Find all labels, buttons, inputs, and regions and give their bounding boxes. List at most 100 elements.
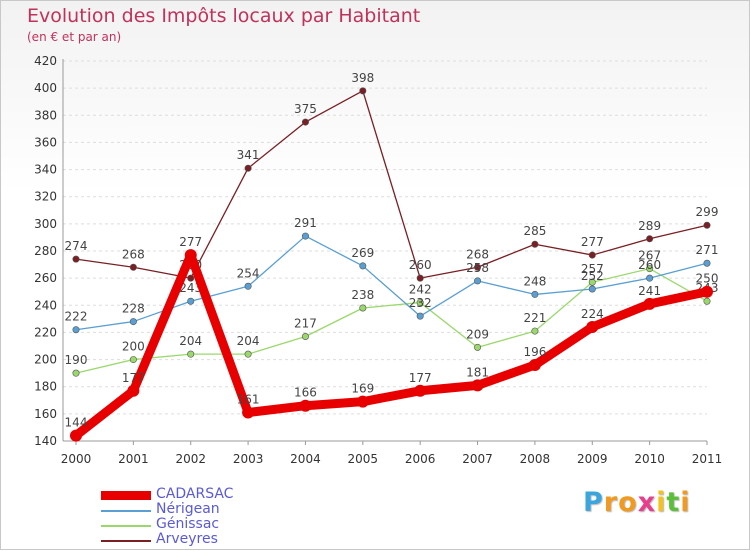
x-tick-label: 2001 xyxy=(118,452,149,466)
data-label-nerigean: 228 xyxy=(122,302,145,316)
data-point-nerigean xyxy=(531,290,539,298)
data-label-nerigean: 222 xyxy=(65,310,88,324)
data-point-cadarsac xyxy=(643,297,656,310)
data-point-cadarsac xyxy=(184,249,197,262)
data-point-nerigean xyxy=(187,297,195,305)
y-tick-label: 280 xyxy=(34,244,57,258)
data-point-genissac xyxy=(588,278,596,286)
data-label-genissac: 257 xyxy=(581,262,604,276)
data-label-cadarsac: 169 xyxy=(351,382,374,396)
data-point-cadarsac xyxy=(414,384,427,397)
data-point-genissac xyxy=(72,369,80,377)
series-line-genissac xyxy=(75,267,708,374)
data-point-arveyres xyxy=(416,274,424,282)
data-label-arveyres: 274 xyxy=(65,239,88,253)
y-tick-label: 320 xyxy=(34,190,57,204)
legend-swatch-genissac xyxy=(101,525,151,527)
data-label-genissac: 217 xyxy=(294,317,317,331)
data-point-arveyres xyxy=(474,263,482,271)
data-point-nerigean xyxy=(129,318,137,326)
data-point-cadarsac xyxy=(471,379,484,392)
legend-swatch-cadarsac xyxy=(101,491,151,500)
logo-letter: o xyxy=(618,487,638,518)
data-point-genissac xyxy=(129,356,137,364)
data-point-genissac xyxy=(301,332,309,340)
y-tick-label: 340 xyxy=(34,163,57,177)
legend-swatch-nerigean xyxy=(101,510,151,512)
data-point-genissac xyxy=(646,265,654,273)
x-tick-label: 2000 xyxy=(61,452,92,466)
data-label-nerigean: 254 xyxy=(237,266,260,280)
y-tick-label: 180 xyxy=(34,380,57,394)
data-point-arveyres xyxy=(646,235,654,243)
y-tick-label: 160 xyxy=(34,407,57,421)
data-point-nerigean xyxy=(474,277,482,285)
data-label-cadarsac: 177 xyxy=(122,371,145,385)
data-label-arveyres: 277 xyxy=(581,235,604,249)
data-point-nerigean xyxy=(703,259,711,267)
data-label-cadarsac: 250 xyxy=(696,272,719,286)
x-tick-label: 2003 xyxy=(233,452,264,466)
data-label-cadarsac: 177 xyxy=(409,371,432,385)
data-label-arveyres: 268 xyxy=(122,247,145,261)
data-label-genissac: 204 xyxy=(237,334,260,348)
data-label-cadarsac: 181 xyxy=(466,365,489,379)
data-point-arveyres xyxy=(244,164,252,172)
data-point-nerigean xyxy=(244,282,252,290)
data-label-genissac: 242 xyxy=(409,283,432,297)
data-point-arveyres xyxy=(703,221,711,229)
data-label-arveyres: 341 xyxy=(237,148,260,162)
data-point-cadarsac xyxy=(242,406,255,419)
data-label-genissac: 209 xyxy=(466,327,489,341)
data-point-arveyres xyxy=(72,255,80,263)
data-point-genissac xyxy=(187,350,195,358)
data-point-cadarsac xyxy=(701,285,713,298)
data-label-nerigean: 269 xyxy=(351,246,374,260)
y-tick-label: 220 xyxy=(34,325,57,339)
x-tick-label: 2009 xyxy=(577,452,608,466)
data-point-cadarsac xyxy=(356,395,369,408)
y-tick-label: 300 xyxy=(34,217,57,231)
y-tick-label: 240 xyxy=(34,298,57,312)
y-tick-label: 140 xyxy=(34,434,57,448)
data-label-cadarsac: 144 xyxy=(65,416,88,430)
x-tick-label: 2004 xyxy=(290,452,321,466)
data-label-cadarsac: 161 xyxy=(237,393,260,407)
data-point-cadarsac xyxy=(299,399,312,412)
series-line-nerigean xyxy=(75,235,708,331)
logo-letter: i xyxy=(656,487,667,518)
x-tick-label: 2005 xyxy=(348,452,379,466)
data-label-genissac: 190 xyxy=(65,353,88,367)
legend-label-nerigean: Nérigean xyxy=(156,501,220,517)
x-tick-label: 2007 xyxy=(462,452,493,466)
data-point-arveyres xyxy=(187,274,195,282)
data-point-nerigean xyxy=(646,274,654,282)
x-tick-label: 2010 xyxy=(634,452,665,466)
data-label-arveyres: 289 xyxy=(638,219,661,233)
logo-letter: i xyxy=(680,487,691,518)
y-tick-label: 400 xyxy=(34,81,57,95)
data-label-nerigean: 260 xyxy=(638,258,661,272)
x-tick-label: 2008 xyxy=(520,452,551,466)
data-point-nerigean xyxy=(359,262,367,270)
data-label-cadarsac: 166 xyxy=(294,386,317,400)
logo-letter: x xyxy=(637,487,657,518)
data-point-arveyres xyxy=(359,87,367,95)
data-point-genissac xyxy=(359,304,367,312)
data-point-arveyres xyxy=(301,118,309,126)
data-label-cadarsac: 241 xyxy=(638,284,661,298)
data-label-nerigean: 232 xyxy=(409,296,432,310)
data-label-arveyres: 375 xyxy=(294,102,317,116)
data-point-nerigean xyxy=(416,312,424,320)
data-label-cadarsac: 196 xyxy=(523,345,546,359)
logo-letter: t xyxy=(666,487,681,518)
data-label-arveyres: 285 xyxy=(523,224,546,238)
data-label-nerigean: 271 xyxy=(696,243,719,257)
logo-letter: P xyxy=(583,487,604,518)
data-point-nerigean xyxy=(301,232,309,240)
data-label-nerigean: 243 xyxy=(179,281,202,295)
data-point-genissac xyxy=(703,297,711,305)
data-point-nerigean xyxy=(588,285,596,293)
